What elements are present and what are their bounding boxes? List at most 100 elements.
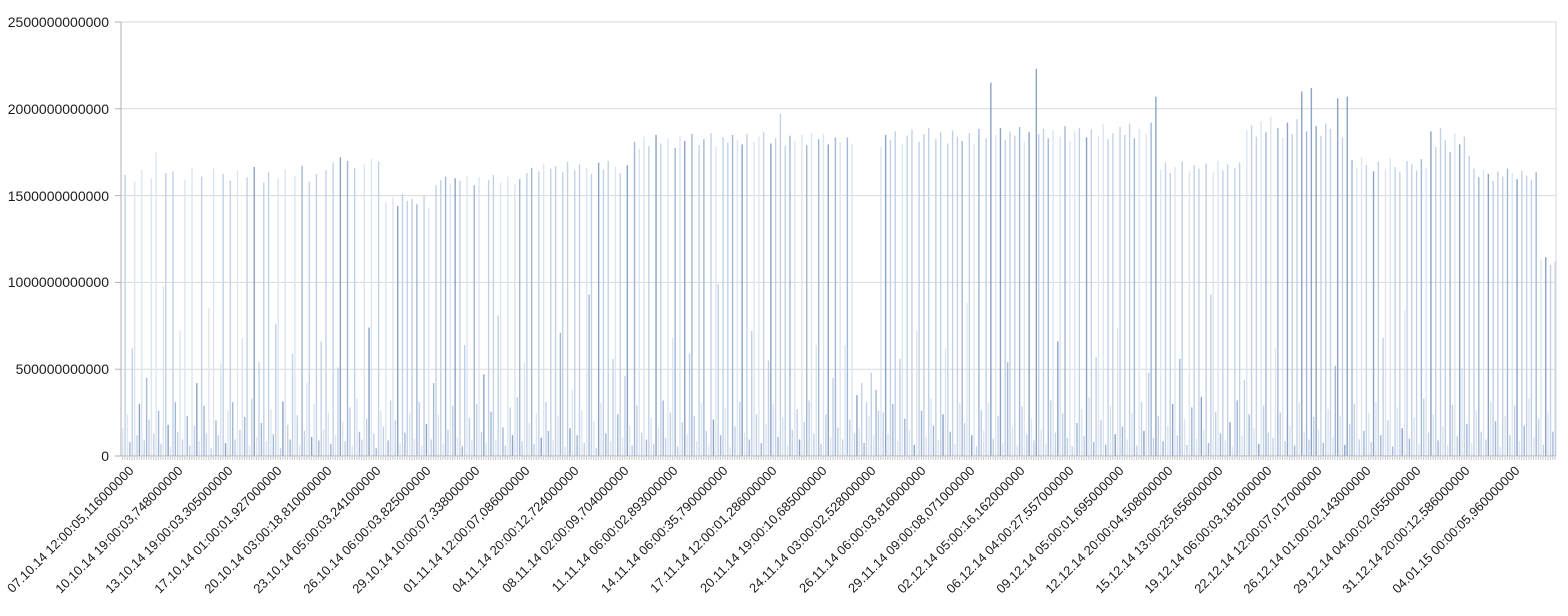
bar — [1171, 403, 1174, 456]
bar — [729, 447, 731, 456]
bar — [1384, 168, 1387, 456]
bar — [406, 200, 409, 456]
bar — [284, 169, 287, 456]
bar — [755, 414, 758, 456]
bar — [1210, 294, 1212, 456]
bar — [1360, 157, 1363, 456]
bar — [786, 445, 789, 456]
bar — [294, 175, 296, 456]
bar — [1511, 173, 1513, 456]
bar — [181, 439, 184, 456]
bar — [1183, 418, 1186, 456]
bar — [413, 438, 416, 456]
bar — [191, 167, 193, 456]
bar — [485, 442, 487, 456]
bar — [669, 412, 672, 456]
bar — [1473, 168, 1475, 456]
bar — [306, 383, 308, 456]
bar — [1298, 403, 1301, 456]
bar — [1545, 257, 1547, 456]
bar — [1303, 431, 1305, 456]
bar — [258, 362, 260, 456]
bar — [954, 443, 956, 456]
bar — [918, 141, 920, 456]
bar — [578, 164, 581, 456]
bar — [1224, 440, 1226, 456]
bar — [743, 432, 746, 456]
bar — [576, 435, 578, 456]
bar — [1081, 409, 1083, 456]
bar — [1260, 120, 1262, 456]
bar — [227, 410, 229, 456]
bar — [1454, 133, 1456, 456]
bar — [157, 410, 160, 456]
bar — [1255, 136, 1258, 456]
bar — [882, 412, 884, 456]
bar — [853, 433, 856, 456]
bar — [1174, 166, 1176, 456]
bar — [275, 324, 277, 456]
bar — [1466, 423, 1468, 456]
bar — [1193, 165, 1195, 456]
bar — [365, 418, 368, 456]
bar — [1229, 422, 1231, 456]
bar — [1310, 87, 1313, 456]
bar — [1411, 164, 1413, 456]
bar — [344, 441, 346, 456]
bar — [208, 308, 210, 456]
bar — [155, 152, 157, 456]
bar — [784, 146, 786, 456]
bar — [1181, 161, 1183, 456]
bars-series — [122, 68, 1557, 457]
bar — [1358, 439, 1360, 456]
bar — [1212, 172, 1214, 456]
bar — [1451, 404, 1454, 456]
bar — [916, 331, 918, 456]
bar — [968, 133, 971, 456]
bar — [1348, 423, 1351, 456]
bar — [277, 179, 279, 457]
bar — [676, 446, 679, 456]
bar — [1403, 310, 1406, 456]
bar — [377, 161, 380, 456]
bar — [1327, 409, 1329, 456]
bar — [947, 143, 949, 456]
bar — [1406, 160, 1408, 456]
bar — [765, 423, 767, 456]
bar — [447, 429, 449, 456]
bar — [1004, 140, 1006, 457]
bar — [872, 435, 875, 456]
bar — [973, 144, 975, 456]
bar — [368, 327, 370, 456]
bar — [1119, 127, 1121, 456]
bar — [456, 436, 459, 456]
bar — [629, 425, 631, 456]
bar — [131, 348, 133, 456]
bar — [782, 416, 784, 456]
bar — [363, 164, 365, 456]
bar — [1322, 442, 1325, 456]
bar — [748, 439, 751, 456]
bar — [554, 166, 557, 456]
bar — [502, 427, 504, 456]
bar — [1270, 116, 1272, 457]
bar — [1456, 436, 1458, 456]
bar — [1549, 265, 1552, 456]
bar — [1083, 436, 1085, 456]
bar — [1241, 436, 1243, 456]
bar — [925, 436, 927, 456]
bar — [169, 446, 172, 456]
bar — [437, 414, 440, 456]
bar — [387, 440, 389, 456]
bar — [1279, 412, 1281, 456]
bar — [1124, 134, 1126, 456]
bar — [1547, 412, 1549, 456]
bar — [774, 138, 777, 456]
bar — [399, 442, 401, 456]
bar — [731, 134, 734, 456]
bar — [1365, 165, 1368, 456]
bar — [645, 439, 648, 456]
y-axis-tick-label: 1000000000000 — [7, 274, 109, 291]
bar — [375, 448, 377, 456]
bar — [186, 416, 188, 456]
